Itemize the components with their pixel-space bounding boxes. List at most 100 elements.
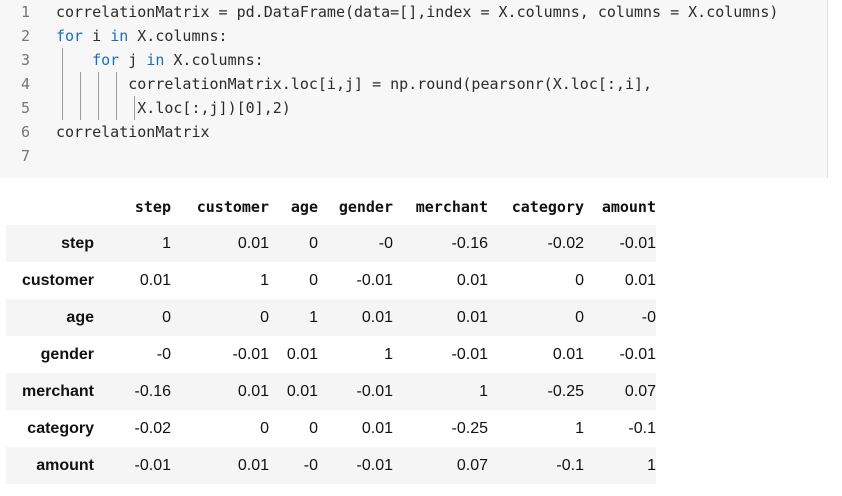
table-cell: 0.01: [456, 308, 488, 326]
column-header-step: step: [134, 197, 171, 216]
table-cell: 0.01: [237, 234, 269, 252]
indent-guide: [134, 96, 135, 120]
row-index-label: customer: [21, 271, 94, 289]
line-number: 7: [20, 147, 30, 165]
code-keyword: in: [146, 51, 165, 69]
table-row: step 1 0.01 0 -0 -0.16 -0.02 -0.01: [6, 225, 656, 262]
line-number: 5: [20, 99, 30, 117]
line-number: 3: [20, 51, 30, 69]
row-index-label: category: [27, 419, 94, 437]
code-token: [56, 51, 92, 69]
table-cell: 0.01: [552, 345, 584, 363]
correlation-matrix-output: step customer age gender merchant category amo…: [6, 188, 656, 484]
table-cell: -0.01: [356, 271, 393, 289]
code-token: i: [83, 27, 111, 45]
line-code[interactable]: for j in X.columns:: [56, 48, 264, 72]
table-cell: 0: [260, 308, 269, 326]
column-header-amount: amount: [601, 197, 656, 216]
code-token: X.columns:: [164, 51, 264, 69]
table-row: gender -0 -0.01 0.01 1 -0.01 0.01 -0.01: [6, 336, 656, 373]
code-token: j: [119, 51, 147, 69]
table-cell: -0.1: [628, 419, 656, 437]
table-cell: -0.25: [547, 382, 584, 400]
table-cell: -0: [641, 308, 656, 326]
table-cell: 0: [575, 271, 584, 289]
column-header-gender: gender: [338, 197, 393, 216]
table-cell: 0.01: [139, 271, 171, 289]
table-cell: 1: [384, 345, 393, 363]
matrix-body: step 1 0.01 0 -0 -0.16 -0.02 -0.01 customer 0.01 1…: [6, 225, 656, 484]
row-index-label: step: [61, 234, 94, 252]
table-cell: 0.01: [624, 271, 656, 289]
table-row: age 0 0 1 0.01 0.01 0 -0: [6, 299, 656, 336]
code-keyword: in: [110, 27, 129, 45]
table-row: amount -0.01 0.01 -0 -0.01 0.07 -0.1 1: [6, 447, 656, 484]
table-cell: 1: [575, 419, 584, 437]
column-header-merchant: merchant: [415, 197, 488, 216]
table-cell: -0.01: [451, 345, 488, 363]
row-index-label: gender: [40, 345, 94, 363]
table-cell: 0.01: [286, 345, 318, 363]
column-header-age: age: [290, 197, 318, 216]
code-token: correlationMatrix: [56, 123, 210, 141]
table-cell: 1: [647, 456, 656, 474]
table-cell: -0.16: [134, 382, 171, 400]
indent-guide: [80, 72, 81, 120]
indent-guide: [116, 72, 117, 120]
table-cell: -0.02: [547, 234, 584, 252]
table-cell: -0.01: [134, 456, 171, 474]
code-token: correlationMatrix = pd.DataFrame(data=[]…: [56, 3, 779, 21]
table-row: category -0.02 0 0 0.01 -0.25 1 -0.1: [6, 410, 656, 447]
index-header: [6, 188, 108, 225]
line-code[interactable]: correlationMatrix = pd.DataFrame(data=[]…: [56, 0, 778, 24]
table-cell: -0.01: [356, 456, 393, 474]
table-cell: -0: [378, 234, 393, 252]
table-cell: 0: [162, 308, 171, 326]
table-cell: -0.01: [232, 345, 269, 363]
table-cell: 1: [162, 234, 171, 252]
code-token: X.columns:: [128, 27, 228, 45]
column-header-customer: customer: [196, 197, 269, 216]
table-cell: -0: [156, 345, 171, 363]
line-number: 6: [20, 123, 30, 141]
table-cell: 0: [575, 308, 584, 326]
table-cell: 0: [309, 419, 318, 437]
table-cell: 0.01: [456, 271, 488, 289]
table-cell: -0.01: [619, 234, 656, 252]
line-number: 1: [20, 3, 30, 21]
code-keyword: for: [92, 51, 120, 69]
table-cell: 0.07: [456, 456, 488, 474]
table-cell: 0.07: [624, 382, 656, 400]
line-code[interactable]: correlationMatrix.loc[i,j] = np.round(pe…: [56, 72, 652, 96]
table-cell: 1: [309, 308, 318, 326]
table-cell: -0.16: [451, 234, 488, 252]
line-code[interactable]: X.loc[:,j])[0],2): [56, 96, 291, 120]
indent-guide: [62, 48, 63, 120]
table-cell: 0: [309, 271, 318, 289]
row-index-label: amount: [36, 456, 94, 474]
table-cell: -0.01: [619, 345, 656, 363]
code-token: correlationMatrix.loc[i,j] = np.round(pe…: [56, 75, 653, 93]
table-cell: -0.1: [556, 456, 584, 474]
table-cell: 0.01: [237, 456, 269, 474]
table-row: merchant -0.16 0.01 0.01 -0.01 1 -0.25 0.07: [6, 373, 656, 410]
table-cell: -0.02: [134, 419, 171, 437]
line-number: 4: [20, 75, 30, 93]
row-index-label: age: [66, 308, 94, 326]
code-keyword: for: [56, 27, 84, 45]
indent-guide: [98, 72, 99, 120]
table-cell: 0.01: [237, 382, 269, 400]
code-cell[interactable]: 1 correlationMatrix = pd.DataFrame(data=[…: [0, 0, 828, 178]
table-cell: -0.01: [356, 382, 393, 400]
line-code[interactable]: correlationMatrix: [56, 120, 210, 144]
code-token: X.loc[:,j])[0],2): [56, 99, 291, 117]
table-cell: -0.25: [451, 419, 488, 437]
line-number: 2: [20, 27, 30, 45]
table-cell: 0: [260, 419, 269, 437]
table-row: customer 0.01 1 0 -0.01 0.01 0 0.01: [6, 262, 656, 299]
table-cell: 1: [260, 271, 269, 289]
line-code[interactable]: for i in X.columns:: [56, 24, 228, 48]
table-cell: 0.01: [361, 308, 393, 326]
row-index-label: merchant: [21, 382, 94, 400]
table-cell: -0: [303, 456, 318, 474]
